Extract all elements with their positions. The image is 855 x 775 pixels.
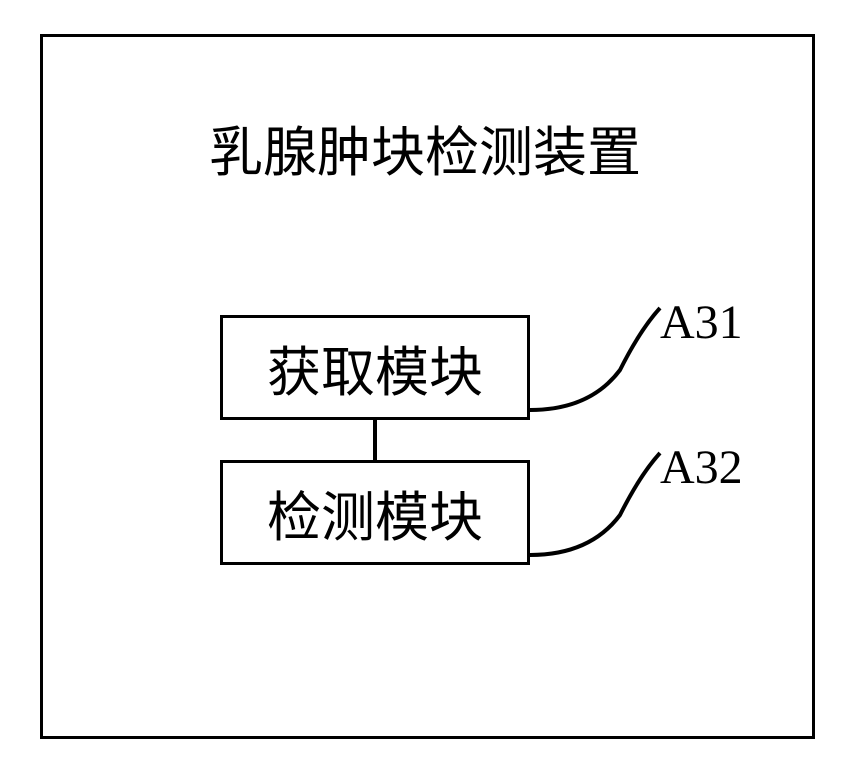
diagram-title: 乳腺肿块检测装置 [155, 108, 695, 187]
lead-curve-a31-path [530, 308, 660, 410]
module-detect: 检测模块 [220, 460, 530, 565]
module-acquire: 获取模块 [220, 315, 530, 420]
lead-curve-a32 [530, 445, 680, 565]
module-detect-label: 检测模块 [267, 473, 483, 552]
connector-acquire-detect [373, 420, 377, 460]
lead-curve-a31 [530, 300, 680, 420]
lead-curve-a32-path [530, 453, 660, 555]
module-acquire-label: 获取模块 [267, 328, 483, 407]
